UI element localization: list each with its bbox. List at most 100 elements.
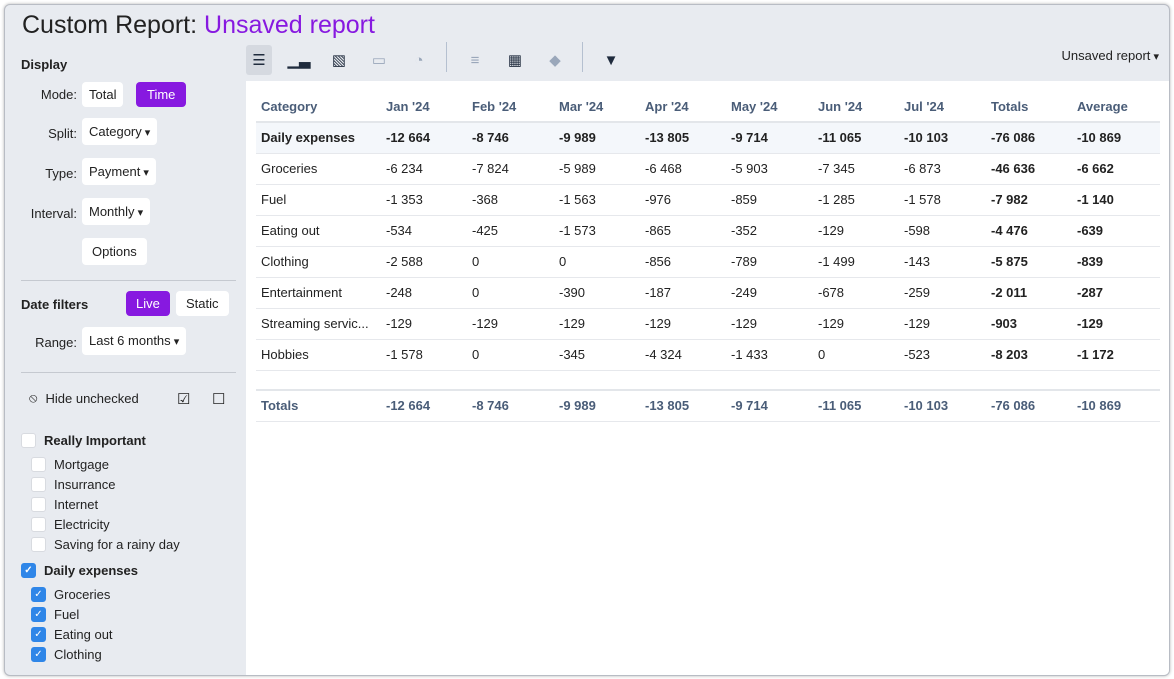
category-checkbox[interactable]: Mortgage (31, 457, 109, 472)
table-row[interactable]: Streaming servic... -129 -129 -129 -129 -129-… (256, 308, 1160, 340)
table-cell: -10 869 (1072, 122, 1160, 154)
range-dropdown[interactable]: Last 6 months (82, 327, 187, 355)
table-row[interactable]: Entertainment -248 0 -390 -187 -249 -678 -259 -2… (256, 277, 1160, 309)
column-header[interactable]: Feb '24 (467, 91, 554, 123)
table-cell: -249 (726, 277, 813, 309)
bar-chart-icon[interactable]: ▁▃ (287, 52, 311, 69)
table-cell: -129 (813, 308, 899, 340)
table-row[interactable]: Eating out -534 -425 -1 573 -865 -352 -129 -598… (256, 215, 1160, 247)
checkbox[interactable] (31, 517, 46, 532)
totals-cell: Totals (256, 389, 381, 422)
report-menu-dropdown[interactable]: Unsaved report (1062, 48, 1159, 63)
checkbox[interactable] (31, 537, 46, 552)
group-checkbox[interactable]: ✓ Daily expenses (21, 563, 138, 578)
table-cell: -6 234 (381, 153, 467, 185)
category-checkbox[interactable]: ✓ Eating out (31, 627, 113, 642)
table-cell: -129 (554, 308, 640, 340)
date-live-button[interactable]: Live (126, 291, 170, 316)
checkbox[interactable] (31, 497, 46, 512)
table-cell: -1 563 (554, 184, 640, 216)
table-cell: -129 (381, 308, 467, 340)
table-row[interactable]: Fuel -1 353 -368 -1 563 -976 -859 -1 285 -1 578… (256, 184, 1160, 216)
category-checkbox[interactable]: Electricity (31, 517, 110, 532)
table-icon[interactable]: ☰ (246, 45, 272, 75)
table-cell: -248 (381, 277, 467, 309)
table-cell: -639 (1072, 215, 1160, 247)
table-cell: -856 (640, 246, 726, 278)
checkbox[interactable]: ✓ (21, 563, 36, 578)
table-cell: -129 (467, 308, 554, 340)
interval-label: Interval: (30, 206, 77, 221)
column-header[interactable]: Apr '24 (640, 91, 726, 123)
type-dropdown[interactable]: Payment (82, 158, 156, 185)
table-cell: -2 588 (381, 246, 467, 278)
column-header[interactable]: Average (1072, 91, 1160, 123)
list-icon[interactable]: ≡ (470, 51, 480, 69)
pie-chart-icon[interactable]: ◔ (414, 51, 424, 69)
category-checkbox[interactable]: Internet (31, 497, 98, 512)
area-chart-icon[interactable]: ▭ (371, 52, 387, 69)
table-cell: -859 (726, 184, 813, 216)
table-cell: -1 578 (899, 184, 986, 216)
column-header[interactable]: Category (256, 91, 381, 123)
table-row[interactable]: Hobbies -1 578 0 -345 -4 324 -1 433 0 -523 -8 20… (256, 339, 1160, 371)
calculator-icon[interactable]: ▦ (507, 52, 523, 69)
table-row[interactable]: Clothing -2 588 0 0 -856 -789 -1 499 -143 -5 875… (256, 246, 1160, 278)
checkbox[interactable]: ✓ (31, 627, 46, 642)
table-cell: -1 172 (1072, 339, 1160, 371)
table-row[interactable]: Groceries -6 234 -7 824 -5 989 -6 468 -5 903-… (256, 153, 1160, 185)
checkbox[interactable]: ✓ (31, 647, 46, 662)
split-dropdown[interactable]: Category (82, 118, 158, 145)
table-cell: -1 285 (813, 184, 899, 216)
category-checkbox[interactable]: ✓ Fuel (31, 607, 79, 622)
checkbox[interactable]: ✓ (31, 587, 46, 602)
table-cell: Streaming servic... (256, 308, 381, 340)
column-header[interactable]: Jul '24 (899, 91, 986, 123)
table-cell: Entertainment (256, 277, 381, 309)
table-cell: Daily expenses (256, 122, 381, 154)
checkbox[interactable] (21, 433, 36, 448)
category-checkbox[interactable]: Insurrance (31, 477, 115, 492)
table-cell: -1 573 (554, 215, 640, 247)
line-chart-icon[interactable]: ▧ (331, 52, 347, 69)
uncheck-all-icon[interactable]: ☐ (212, 391, 226, 408)
table-cell: Fuel (256, 184, 381, 216)
table-cell: -390 (554, 277, 640, 309)
hide-unchecked-button[interactable]: ⦸ Hide unchecked (29, 390, 139, 406)
mode-time-button[interactable]: Time (136, 82, 187, 107)
totals-cell: -13 805 (640, 389, 726, 422)
column-header[interactable]: Totals (986, 91, 1072, 123)
column-header[interactable]: Mar '24 (554, 91, 640, 123)
range-label: Range: (35, 335, 77, 350)
table-cell: -6 468 (640, 153, 726, 185)
table-cell: -129 (813, 215, 899, 247)
table-cell: 0 (554, 246, 640, 278)
category-checkbox[interactable]: Saving for a rainy day (31, 537, 180, 552)
filter-icon[interactable]: ▼ (603, 51, 619, 69)
mode-total-button[interactable]: Total (82, 82, 124, 107)
totals-cell: -10 103 (899, 389, 986, 422)
column-header[interactable]: Jan '24 (381, 91, 467, 123)
checkbox[interactable] (31, 457, 46, 472)
table-cell: 0 (467, 339, 554, 371)
tag-icon[interactable]: ◆ (549, 52, 561, 69)
totals-cell: -9 714 (726, 389, 813, 422)
group-checkbox[interactable]: Really Important (21, 433, 146, 448)
column-header[interactable]: May '24 (726, 91, 813, 123)
totals-cell: -10 869 (1072, 389, 1160, 422)
table-row[interactable]: Daily expenses -12 664 -8 746 -9 989 -13 805… (256, 122, 1160, 154)
check-all-icon[interactable]: ☑ (177, 391, 191, 408)
table-cell: -5 989 (554, 153, 640, 185)
eye-slash-icon: ⦸ (29, 390, 38, 405)
table-cell: -9 714 (726, 122, 813, 154)
category-checkbox[interactable]: ✓ Clothing (31, 647, 102, 662)
checkbox[interactable]: ✓ (31, 607, 46, 622)
checkbox[interactable] (31, 477, 46, 492)
table-cell: -789 (726, 246, 813, 278)
column-header[interactable]: Jun '24 (813, 91, 899, 123)
interval-dropdown[interactable]: Monthly (82, 198, 151, 225)
table-cell: 0 (467, 246, 554, 278)
category-checkbox[interactable]: ✓ Groceries (31, 587, 110, 602)
options-button[interactable]: Options (82, 238, 147, 265)
date-static-button[interactable]: Static (176, 291, 229, 316)
